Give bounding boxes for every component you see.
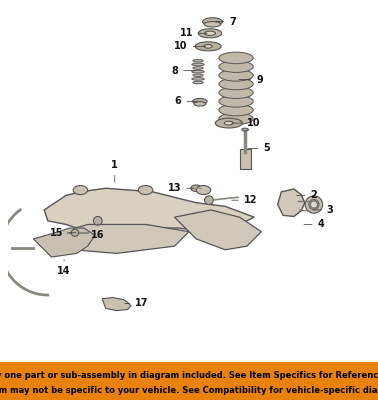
- Text: 8: 8: [171, 66, 195, 76]
- Ellipse shape: [219, 61, 253, 72]
- Ellipse shape: [309, 200, 319, 210]
- Ellipse shape: [193, 98, 207, 104]
- Circle shape: [71, 229, 79, 236]
- Text: 16: 16: [91, 224, 105, 240]
- Ellipse shape: [196, 186, 211, 194]
- Circle shape: [310, 201, 318, 208]
- Text: 5: 5: [248, 144, 270, 154]
- Text: Only one part or sub-assembly in diagram included. See Item Specifics for Refere: Only one part or sub-assembly in diagram…: [0, 371, 378, 380]
- Ellipse shape: [193, 60, 203, 62]
- Ellipse shape: [219, 52, 253, 64]
- Ellipse shape: [219, 113, 253, 124]
- Text: 4: 4: [304, 220, 324, 230]
- Text: 6: 6: [175, 96, 197, 106]
- Ellipse shape: [219, 70, 253, 81]
- Ellipse shape: [193, 74, 203, 76]
- Text: 7: 7: [215, 17, 236, 27]
- FancyBboxPatch shape: [0, 362, 378, 400]
- Circle shape: [93, 216, 102, 225]
- Text: 10: 10: [174, 41, 205, 51]
- Ellipse shape: [242, 128, 248, 131]
- Text: 17: 17: [125, 298, 149, 308]
- Ellipse shape: [138, 186, 153, 194]
- Ellipse shape: [195, 42, 221, 51]
- Ellipse shape: [224, 121, 233, 125]
- Ellipse shape: [219, 96, 253, 107]
- Text: 14: 14: [57, 260, 71, 276]
- Ellipse shape: [194, 102, 206, 106]
- Ellipse shape: [204, 31, 215, 36]
- Text: 11: 11: [180, 28, 207, 38]
- Ellipse shape: [192, 63, 204, 66]
- Ellipse shape: [204, 44, 212, 48]
- Text: 13: 13: [168, 183, 194, 193]
- Text: 9: 9: [239, 75, 263, 85]
- Polygon shape: [278, 189, 305, 216]
- Ellipse shape: [219, 104, 253, 116]
- Text: 2: 2: [297, 190, 317, 200]
- Ellipse shape: [193, 81, 203, 84]
- Polygon shape: [51, 224, 189, 254]
- Text: Diagram may not be specific to your vehicle. See Compatibility for vehicle-speci: Diagram may not be specific to your vehi…: [0, 386, 378, 395]
- Ellipse shape: [305, 196, 322, 213]
- Polygon shape: [44, 188, 254, 239]
- Ellipse shape: [219, 87, 253, 98]
- Ellipse shape: [192, 78, 204, 80]
- Text: 1: 1: [112, 160, 118, 182]
- Ellipse shape: [73, 186, 88, 194]
- Ellipse shape: [215, 118, 242, 128]
- Ellipse shape: [192, 70, 204, 73]
- Ellipse shape: [204, 22, 221, 27]
- Text: 12: 12: [232, 195, 257, 205]
- Text: 15: 15: [50, 228, 76, 238]
- Ellipse shape: [191, 185, 202, 192]
- Polygon shape: [33, 228, 95, 257]
- Bar: [240, 149, 251, 169]
- Ellipse shape: [198, 29, 222, 38]
- Polygon shape: [175, 210, 262, 250]
- Text: 10: 10: [232, 118, 261, 128]
- Text: 3: 3: [313, 205, 333, 215]
- Ellipse shape: [219, 78, 253, 90]
- Ellipse shape: [193, 67, 203, 69]
- Circle shape: [204, 196, 213, 204]
- Polygon shape: [102, 298, 131, 310]
- Ellipse shape: [203, 18, 223, 26]
